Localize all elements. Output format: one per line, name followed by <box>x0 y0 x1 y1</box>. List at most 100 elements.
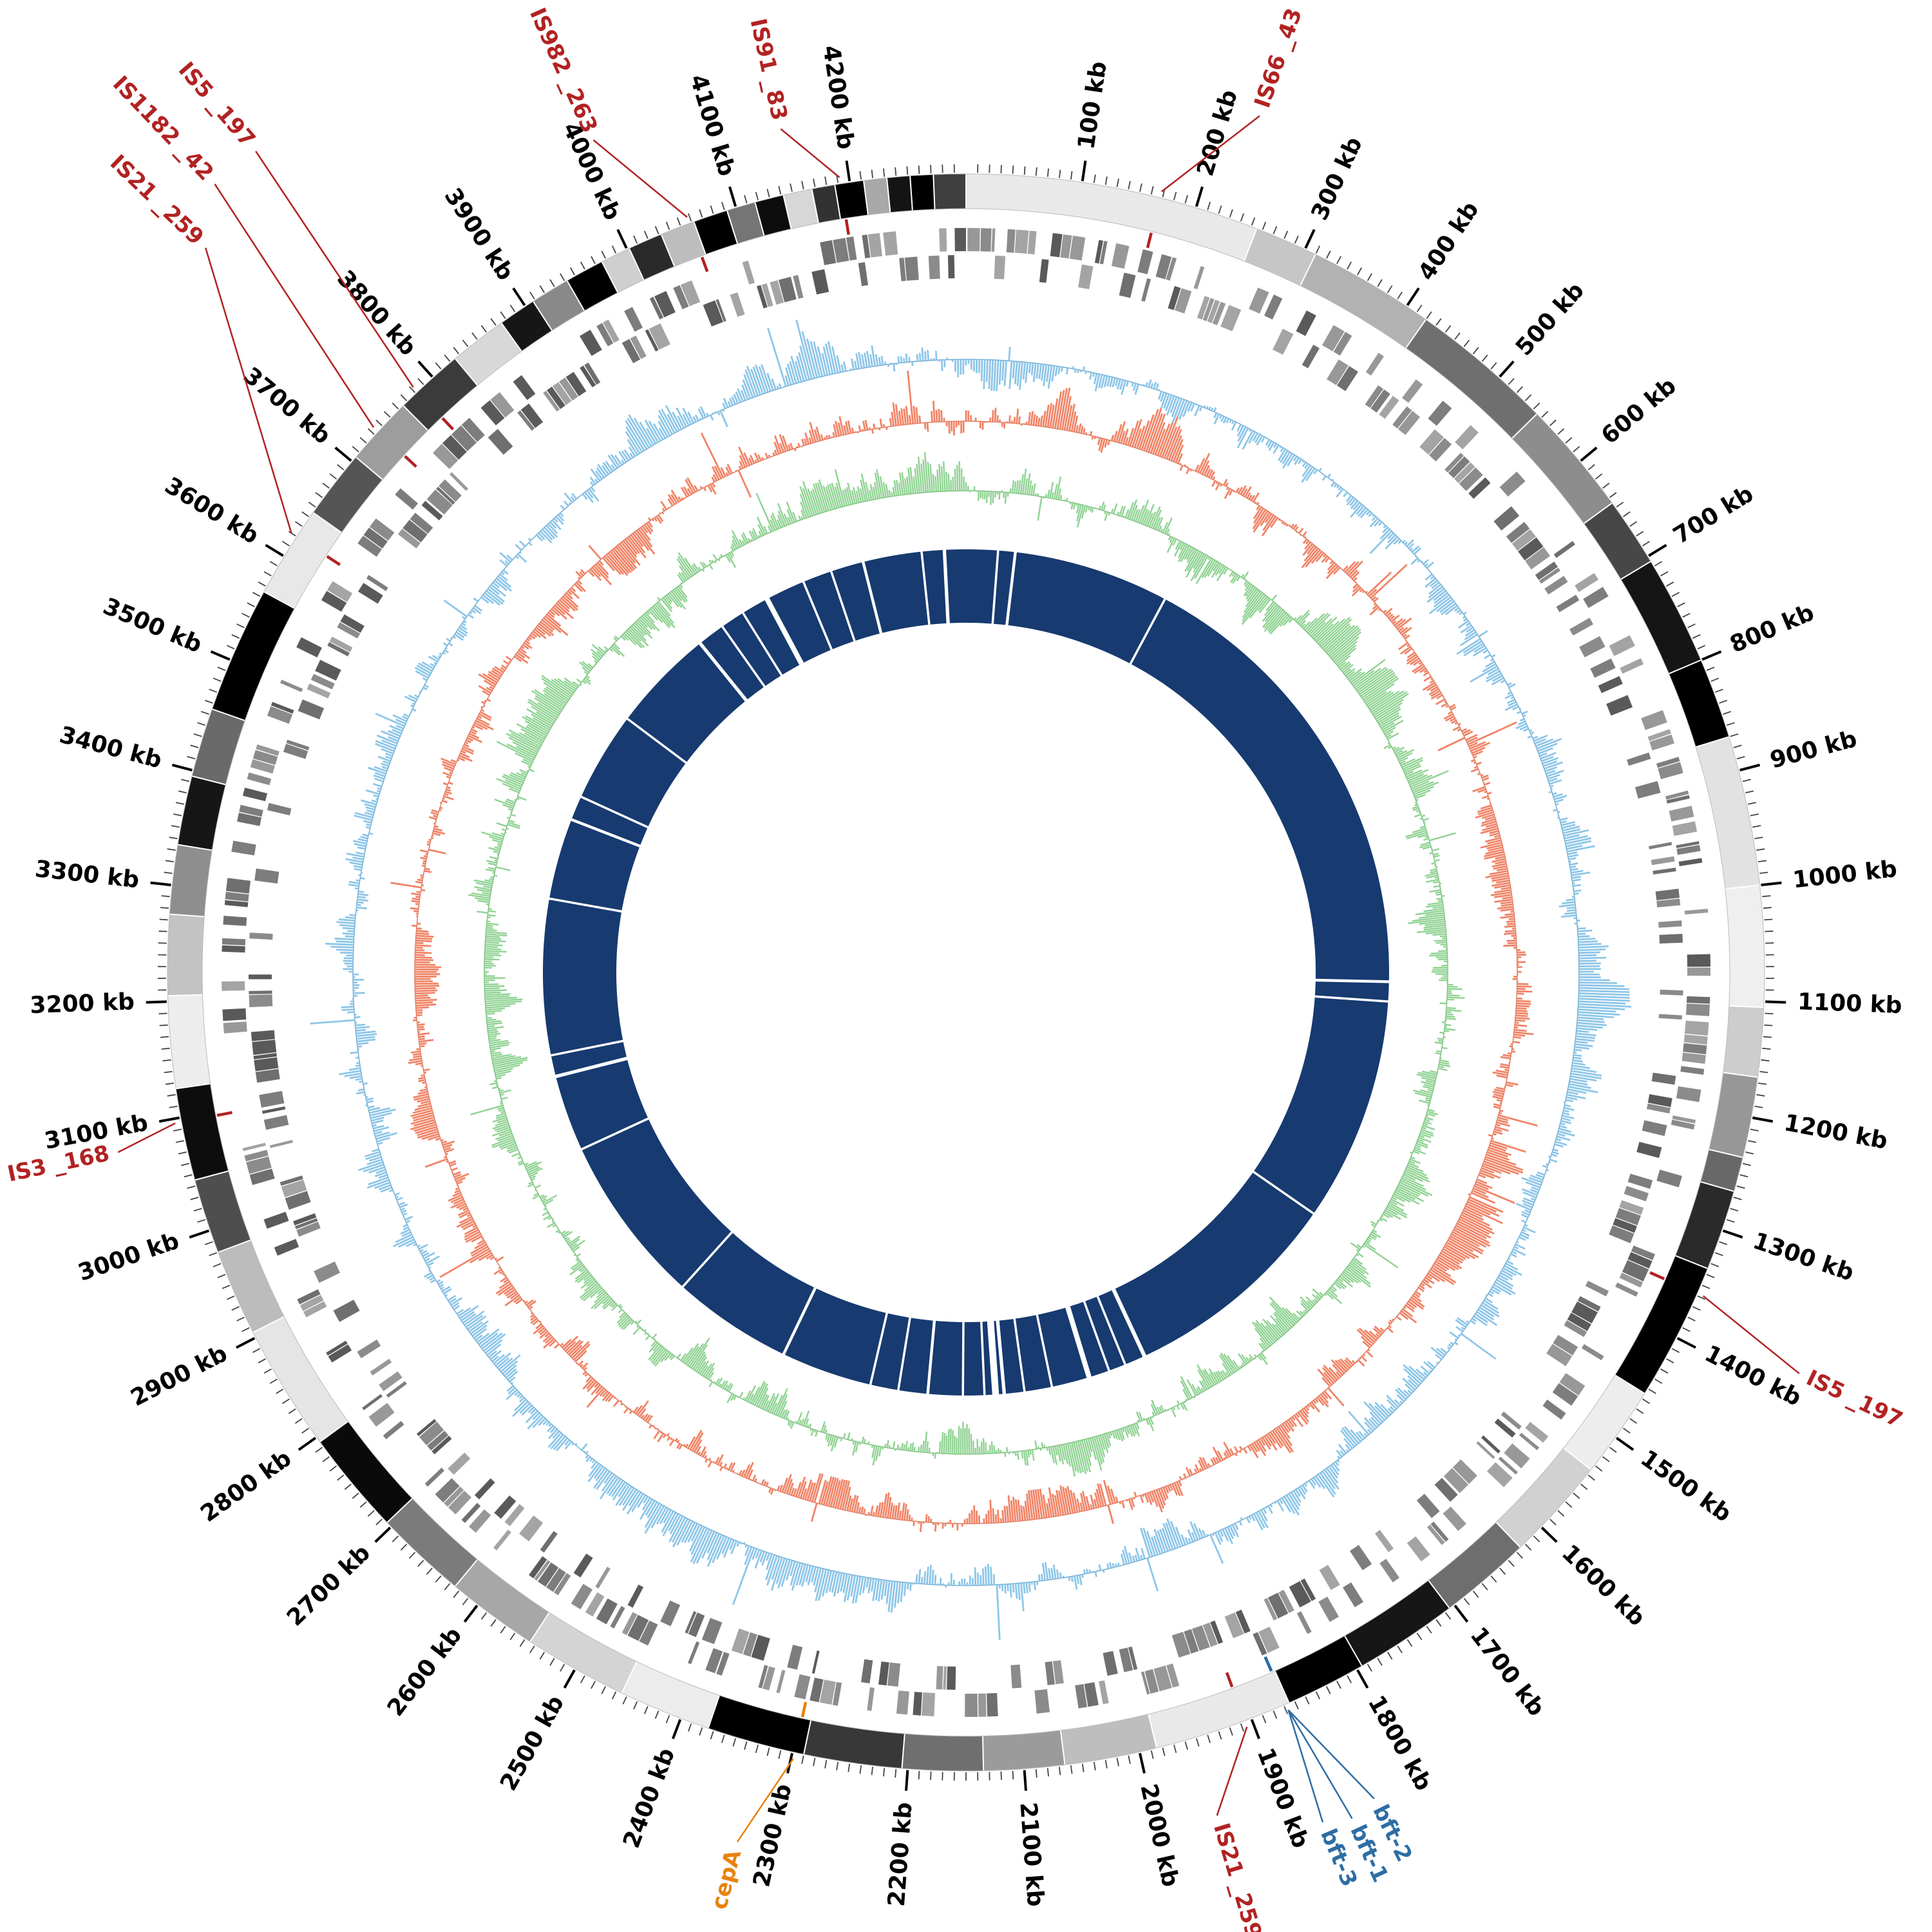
contig-segment <box>403 358 478 431</box>
contig-segment <box>1511 413 1613 524</box>
annotation-leader-line <box>214 184 375 428</box>
core-genome-gap <box>764 596 805 667</box>
tick-label: 800 kb <box>1727 600 1818 658</box>
annotation-leader-line <box>592 139 688 218</box>
contig-segment <box>783 189 819 229</box>
core-genome-gap <box>1083 1300 1111 1372</box>
core-genome-gap <box>1013 1317 1026 1393</box>
contig-segment <box>167 994 211 1089</box>
tick-label: 2300 kb <box>748 1781 797 1889</box>
contig-segment <box>902 1734 984 1771</box>
annotation-position-mark <box>441 417 455 431</box>
tick-marks <box>146 160 1786 1791</box>
tick-label: 3400 kb <box>57 722 165 774</box>
tick-label: 600 kb <box>1596 373 1681 450</box>
contig-segment <box>661 222 706 267</box>
contig-segment <box>1428 1522 1520 1608</box>
tick-label: 1000 kb <box>1792 856 1899 894</box>
tick-label: 3200 kb <box>30 989 135 1019</box>
minor-ticks <box>157 164 1775 1781</box>
annot-label: IS66 _43 <box>1249 5 1307 111</box>
contig-segment <box>253 1316 348 1442</box>
contig-segment <box>694 210 738 255</box>
tick-label: 1600 kb <box>1557 1540 1650 1631</box>
contig-segment <box>1274 1635 1362 1703</box>
core-genome-gap <box>697 641 749 703</box>
annotation-position-mark <box>1649 1271 1665 1280</box>
core-genome-ring <box>543 548 1390 1397</box>
tick-label: 2100 kb <box>1014 1801 1048 1908</box>
contig-segment <box>218 1240 285 1332</box>
tick-label: 3500 kb <box>99 593 206 658</box>
annotation-leader-line <box>736 1758 794 1842</box>
core-genome-gap <box>991 549 999 625</box>
contig-segment <box>169 844 213 917</box>
contig-segment <box>811 184 841 223</box>
annotation-leader-line <box>1216 1726 1248 1816</box>
annotation-position-mark <box>1264 1656 1273 1672</box>
contig-segment <box>982 1730 1065 1771</box>
contig-segment <box>319 1421 413 1523</box>
contig-segment <box>167 914 205 996</box>
gene-tile-ring <box>222 227 1711 1718</box>
tick-label: 1700 kb <box>1465 1622 1550 1721</box>
tick-label: 3900 kb <box>439 184 519 285</box>
gc-skew-plus-bars <box>390 370 1538 1532</box>
annotation-position-mark <box>326 555 341 566</box>
annot-label: IS5 _197 <box>1802 1365 1906 1434</box>
core-genome-gap <box>681 1230 734 1289</box>
tick-label: 2500 kb <box>495 1691 569 1795</box>
tick-label: 1200 kb <box>1782 1110 1889 1155</box>
tick-label: 2700 kb <box>282 1540 375 1631</box>
annotation-position-mark <box>404 455 417 468</box>
annot-label: IS982 _263 <box>524 4 602 137</box>
contig-segment <box>1060 1714 1157 1765</box>
tick-label: 3600 kb <box>160 472 263 549</box>
gc-content-bars <box>310 319 1632 1640</box>
core-genome-gap <box>926 1319 936 1396</box>
contig-segment <box>455 1559 549 1642</box>
major-ticks <box>146 160 1786 1791</box>
contig-segment <box>530 1612 637 1693</box>
annotation-marks <box>117 115 1800 1842</box>
contig-segment <box>835 180 869 220</box>
tick-label: 3000 kb <box>75 1227 182 1286</box>
tick-label: 2200 kb <box>884 1801 918 1908</box>
annotation-leader-line <box>117 1122 176 1153</box>
tick-label: 1300 kb <box>1750 1227 1857 1286</box>
tick-label: 700 kb <box>1669 481 1758 550</box>
tick-label: 2600 kb <box>383 1622 468 1721</box>
core-genome-gap <box>980 1320 986 1397</box>
annotation-position-mark <box>844 219 850 235</box>
contig-segment <box>1584 503 1651 580</box>
annotation-leader-line <box>1161 115 1260 193</box>
contig-segment <box>1696 737 1760 889</box>
contig-segment <box>1709 1072 1758 1158</box>
contig-segment <box>601 248 644 293</box>
gc-skew-minus-bars <box>468 452 1465 1477</box>
core-genome-gap <box>625 717 688 765</box>
contig-segment <box>1300 254 1426 348</box>
core-genome-gap <box>721 625 766 688</box>
core-genome-gap <box>554 1056 629 1079</box>
contig-segment <box>1148 1671 1289 1748</box>
tick-label: 400 kb <box>1414 197 1484 285</box>
core-genome-gap <box>987 1320 999 1396</box>
tick-label: 1100 kb <box>1797 989 1902 1019</box>
core-genome-gap <box>1065 1305 1092 1379</box>
tick-label: 1500 kb <box>1636 1445 1736 1528</box>
core-genome-gap <box>549 1039 625 1057</box>
contig-segment <box>1669 660 1729 748</box>
tick-label: 1400 kb <box>1700 1340 1805 1412</box>
contig-segment <box>176 1083 229 1180</box>
contig-segment <box>177 776 226 851</box>
contig-segment <box>965 174 1257 261</box>
core-genome-gap <box>1005 551 1018 627</box>
core-genome-gap <box>569 817 642 848</box>
annot-label: IS91 _83 <box>745 16 793 122</box>
tick-label: 100 kb <box>1073 60 1112 151</box>
tick-label: 1800 kb <box>1363 1691 1437 1795</box>
annotation-leader-line <box>1287 1710 1324 1823</box>
